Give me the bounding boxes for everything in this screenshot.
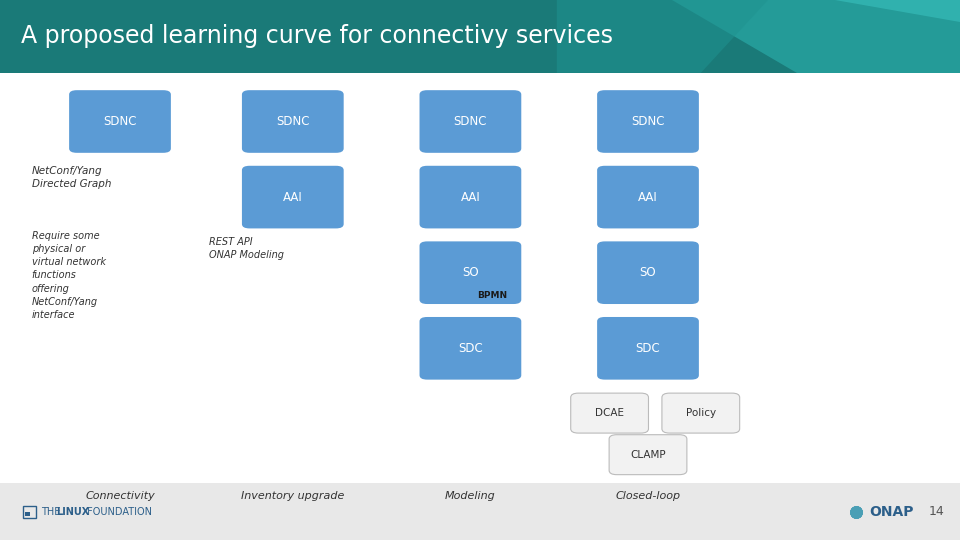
Text: REST API
ONAP Modeling: REST API ONAP Modeling [209,237,284,260]
FancyBboxPatch shape [420,241,521,304]
Text: SDNC: SDNC [632,115,664,128]
FancyBboxPatch shape [597,241,699,304]
FancyBboxPatch shape [662,393,740,433]
Text: SO: SO [462,266,479,279]
FancyBboxPatch shape [610,435,687,475]
Polygon shape [557,0,768,73]
FancyBboxPatch shape [570,393,649,433]
Bar [0,483,960,540]
FancyBboxPatch shape [242,90,344,153]
Text: SDNC: SDNC [276,115,309,128]
Bar [23,507,36,518]
Text: SDC: SDC [458,342,483,355]
Text: A proposed learning curve for connectivy services: A proposed learning curve for connectivy… [21,24,613,49]
Text: Modeling: Modeling [445,491,495,501]
Text: AAI: AAI [461,191,480,204]
FancyBboxPatch shape [420,166,521,228]
FancyBboxPatch shape [597,317,699,380]
Text: 14: 14 [929,505,945,518]
FancyBboxPatch shape [597,90,699,153]
Text: Require some
physical or
virtual network
functions
offering
NetConf/Yang
interfa: Require some physical or virtual network… [32,231,106,320]
Text: ONAP: ONAP [869,505,913,518]
FancyBboxPatch shape [420,90,521,153]
Text: FOUNDATION: FOUNDATION [84,507,153,517]
Text: AAI: AAI [283,191,302,204]
Text: AAI: AAI [638,191,658,204]
Text: SDC: SDC [636,342,660,355]
Text: Closed-loop: Closed-loop [615,491,681,501]
Text: Policy: Policy [685,408,716,418]
Text: SO: SO [639,266,657,279]
FancyBboxPatch shape [242,166,344,228]
FancyBboxPatch shape [69,90,171,153]
Text: NetConf/Yang
Directed Graph: NetConf/Yang Directed Graph [32,166,111,188]
Polygon shape [835,0,960,22]
Text: SDNC: SDNC [454,115,487,128]
Text: Inventory upgrade: Inventory upgrade [241,491,345,501]
Polygon shape [672,0,960,73]
Text: LINUX: LINUX [56,507,89,517]
Text: BPMN: BPMN [477,291,508,300]
Bar [0,0,960,73]
Text: Connectivity: Connectivity [85,491,155,501]
Text: SDNC: SDNC [104,115,136,128]
FancyBboxPatch shape [420,317,521,380]
Text: CLAMP: CLAMP [630,450,666,460]
Text: DCAE: DCAE [595,408,624,418]
Bar [25,512,30,516]
Text: THE: THE [41,507,63,517]
FancyBboxPatch shape [597,166,699,228]
